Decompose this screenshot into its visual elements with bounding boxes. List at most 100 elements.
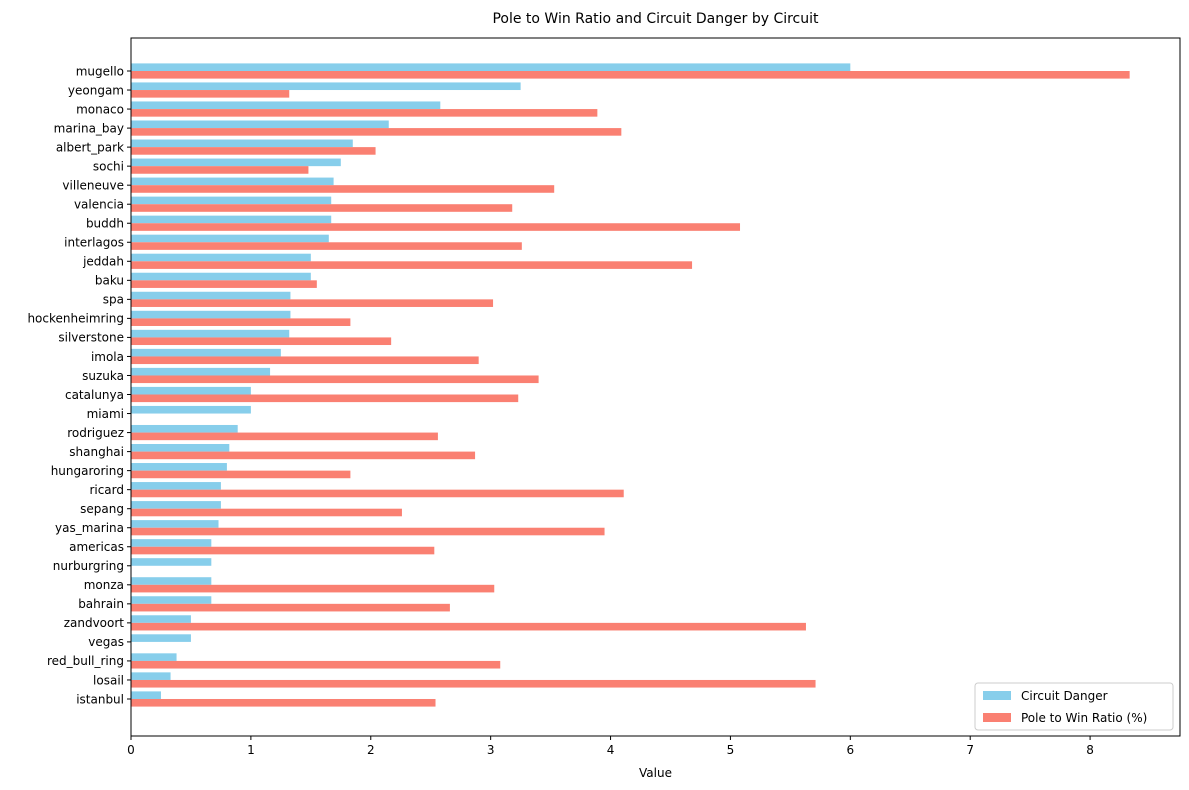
y-tick-label: monaco [76,102,124,116]
bar-pole-to-win-albert_park [131,147,376,155]
bar-circuit-danger-albert_park [131,139,353,148]
bar-circuit-danger-hungaroring [131,463,227,471]
y-tick-label: marina_bay [54,121,124,135]
bar-circuit-danger-valencia [131,196,332,205]
bar-pole-to-win-buddh [131,223,741,231]
bar-pole-to-win-villeneuve [131,185,555,193]
y-tick-label: istanbul [76,692,124,706]
y-tick-label: red_bull_ring [47,654,124,668]
y-tick-label: rodriguez [67,426,124,440]
bar-pole-to-win-sochi [131,166,309,174]
bar-circuit-danger-interlagos [131,234,329,243]
legend-label-circuit-danger: Circuit Danger [1021,689,1108,703]
y-tick-label: losail [93,673,124,687]
bar-pole-to-win-silverstone [131,337,392,346]
bar-pole-to-win-bahrain [131,603,450,612]
bar-pole-to-win-losail [131,679,816,688]
bar-circuit-danger-vegas [131,634,191,642]
y-tick-label: vegas [88,635,124,649]
bar-circuit-danger-jeddah [131,253,311,262]
bar-circuit-danger-villeneuve [131,177,334,186]
x-tick-label: 3 [487,743,495,757]
bar-pole-to-win-jeddah [131,261,693,269]
legend-swatch-pole-to-win [983,713,1011,722]
bar-circuit-danger-sepang [131,501,221,509]
bar-pole-to-win-imola [131,356,479,365]
y-tick-label: sepang [80,502,124,516]
y-tick-label: shanghai [69,445,124,459]
legend-box [974,682,1174,731]
bar-pole-to-win-red_bull_ring [131,660,501,669]
bar-pole-to-win-valencia [131,204,513,212]
y-tick-label: sochi [93,159,124,173]
bar-circuit-danger-catalunya [131,386,251,395]
y-tick-label: interlagos [64,236,124,250]
legend: Circuit Danger Pole to Win Ratio (%) [974,682,1174,731]
bar-circuit-danger-rodriguez [131,424,238,433]
bar-pole-to-win-hungaroring [131,470,351,479]
bar-circuit-danger-zandvoort [131,615,191,623]
bar-pole-to-win-americas [131,546,435,555]
y-tick-label: valencia [74,198,124,212]
bar-circuit-danger-hockenheimring [131,310,291,319]
x-tick-label: 0 [127,743,135,757]
y-tick-label: albert_park [56,140,124,154]
bar-pole-to-win-mugello [131,71,1130,79]
y-axis: mugello yeongam monaco marina_bay albert_par… [27,64,131,706]
bar-pole-to-win-interlagos [131,242,522,250]
bar-circuit-danger-baku [131,272,311,281]
plot-frame [130,37,1181,737]
y-tick-label: suzuka [82,369,124,383]
bar-circuit-danger-ricard [131,482,221,490]
y-tick-label: villeneuve [62,178,124,192]
y-tick-label: zandvoort [64,616,125,630]
bar-pole-to-win-yeongam [131,90,290,98]
x-axis: 0 1 2 3 4 5 6 7 8 [127,736,1094,757]
bar-circuit-danger-silverstone [131,329,290,338]
bar-pole-to-win-monaco [131,109,598,117]
bar-circuit-danger-mugello [131,63,851,71]
bar-pole-to-win-sepang [131,508,402,517]
bar-pole-to-win-ricard [131,489,624,498]
x-axis-label: Value [639,766,672,780]
bar-circuit-danger-buddh [131,215,332,224]
bar-circuit-danger-yeongam [131,82,521,91]
y-tick-label: miami [87,407,124,421]
bar-pole-to-win-yas_marina [131,527,605,536]
y-tick-label: hockenheimring [27,312,124,326]
bar-circuit-danger-spa [131,291,291,300]
bar-pole-to-win-hockenheimring [131,318,351,326]
bar-pole-to-win-spa [131,299,494,307]
y-tick-label: imola [91,350,124,364]
y-tick-label: monza [84,578,124,592]
bar-pole-to-win-marina_bay [131,128,622,136]
bar-pole-to-win-shanghai [131,451,476,460]
x-tick-label: 8 [1086,743,1094,757]
y-tick-label: bahrain [78,597,124,611]
y-tick-label: catalunya [65,388,124,402]
legend-swatch-circuit-danger [983,691,1011,700]
y-tick-label: hungaroring [51,464,124,478]
bar-circuit-danger-losail [131,672,171,680]
bar-circuit-danger-bahrain [131,596,212,604]
bar-circuit-danger-monaco [131,101,441,110]
bar-pole-to-win-suzuka [131,375,539,384]
x-tick-label: 5 [727,743,735,757]
x-tick-label: 6 [846,743,854,757]
y-tick-label: nurburgring [53,559,124,573]
bar-circuit-danger-imola [131,348,281,357]
bar-pole-to-win-baku [131,280,317,288]
x-tick-label: 4 [607,743,615,757]
bar-pole-to-win-rodriguez [131,432,438,441]
x-tick-label: 7 [966,743,974,757]
x-tick-label: 2 [367,743,375,757]
bar-circuit-danger-red_bull_ring [131,653,177,661]
bar-pole-to-win-monza [131,584,495,593]
bar-pole-to-win-zandvoort [131,622,806,631]
bar-circuit-danger-suzuka [131,367,271,376]
bar-circuit-danger-istanbul [131,691,161,699]
bar-circuit-danger-monza [131,577,212,585]
chart-title: Pole to Win Ratio and Circuit Danger by … [492,11,819,27]
bar-circuit-danger-marina_bay [131,120,389,129]
